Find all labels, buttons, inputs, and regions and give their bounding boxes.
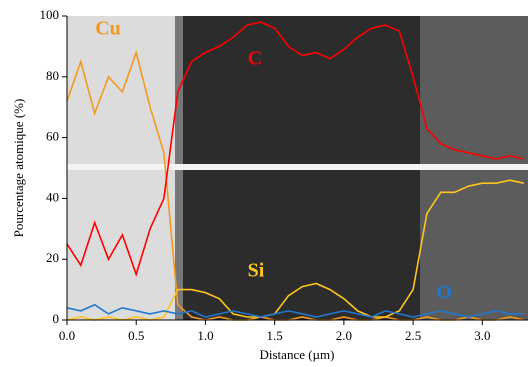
series-label: Cu [95, 18, 121, 40]
x-tick-label: 1.5 [267, 328, 283, 343]
image-scan-line [67, 164, 528, 170]
series-line [66, 303, 524, 318]
series-label: Si [248, 260, 265, 282]
y-axis-title: Pourcentage atomique (%) [11, 99, 26, 238]
series-line [66, 179, 524, 321]
x-tick-label: 3.0 [474, 328, 490, 343]
x-tick-label: 0.0 [59, 328, 75, 343]
x-tick-label: 2.0 [336, 328, 352, 343]
y-tick-label: 20 [46, 250, 59, 265]
y-tick-label: 100 [40, 7, 60, 22]
y-tick-label: 60 [46, 129, 59, 144]
y-tick-label: 0 [53, 311, 60, 326]
series-label: C [248, 48, 262, 70]
series-label: O [436, 282, 452, 304]
x-tick-label: 2.5 [405, 328, 421, 343]
x-axis-title: Distance (µm) [260, 347, 335, 362]
series-line [66, 21, 524, 277]
y-tick-label: 40 [46, 189, 59, 204]
y-tick-label: 80 [46, 68, 59, 83]
x-tick-label: 1.0 [197, 328, 213, 343]
x-tick-label: 0.5 [128, 328, 144, 343]
